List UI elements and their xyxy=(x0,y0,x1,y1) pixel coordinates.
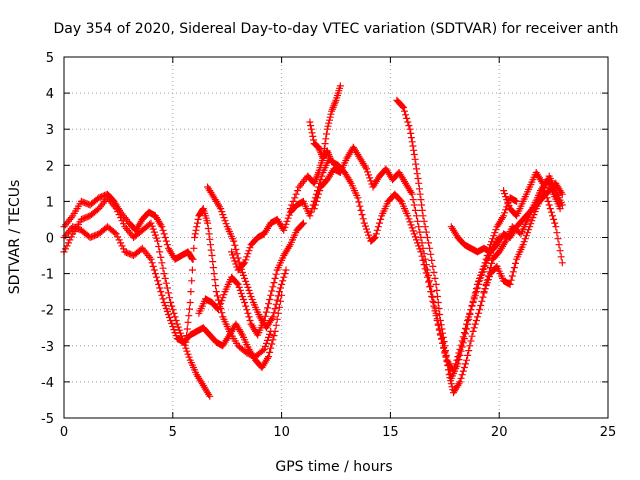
chart-title: Day 354 of 2020, Sidereal Day-to-day VTE… xyxy=(53,21,618,37)
y-tick-label: 5 xyxy=(46,51,54,66)
y-tick-label: 0 xyxy=(46,232,54,247)
series-markers xyxy=(182,205,275,361)
y-tick-label: -5 xyxy=(41,412,54,427)
y-tick-label: -2 xyxy=(41,304,54,319)
x-tick-label: 10 xyxy=(273,425,290,440)
y-tick-label: -1 xyxy=(41,268,54,283)
series-track-5 xyxy=(182,205,275,361)
series-track-6 xyxy=(204,183,290,332)
series-markers xyxy=(500,169,566,267)
series-markers xyxy=(204,183,290,332)
y-tick-label: 2 xyxy=(46,159,54,174)
series-track-14 xyxy=(500,169,566,267)
y-axis-title: SDTVAR / TECUs xyxy=(7,180,23,295)
x-tick-label: 25 xyxy=(600,425,617,440)
y-tick-label: -4 xyxy=(41,376,54,391)
y-tick-label: -3 xyxy=(41,340,54,355)
axes: 0 5 10 15 20 25 -5 -4 -3 -2 -1 0 1 2 3 4 5 xyxy=(41,51,616,440)
x-tick-label: 0 xyxy=(60,425,68,440)
y-tick-label: 4 xyxy=(46,87,54,102)
x-tick-label: 20 xyxy=(491,425,508,440)
y-tick-label: 3 xyxy=(46,123,54,138)
x-axis-title: GPS time / hours xyxy=(275,459,392,475)
y-tick-label: 1 xyxy=(46,195,54,210)
x-tick-label: 5 xyxy=(169,425,177,440)
x-tick-label: 15 xyxy=(382,425,399,440)
